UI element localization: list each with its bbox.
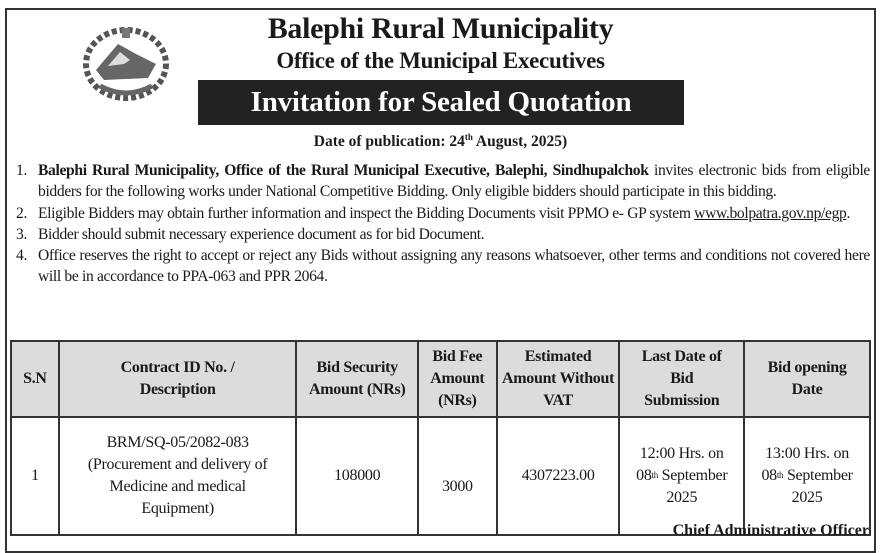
publication-date: Date of publication: 24th August, 2025) bbox=[0, 132, 881, 151]
day: 08 bbox=[636, 467, 652, 484]
cell-sn: 1 bbox=[10, 416, 60, 536]
year: 2025 bbox=[791, 489, 823, 506]
contract-description: (Procurement and delivery of Medicine an… bbox=[87, 456, 268, 517]
office-name: Office of the Municipal Executives bbox=[276, 48, 605, 73]
cell-bid-security: 108000 bbox=[295, 416, 419, 536]
year: 2025 bbox=[666, 489, 698, 506]
header-sn: S.N bbox=[10, 340, 60, 418]
nepal-emblem-icon bbox=[83, 27, 169, 101]
header-opening-date: Bid opening Date bbox=[743, 340, 871, 418]
list-item: 1. Balephi Rural Municipality, Office of … bbox=[16, 160, 870, 203]
header-bid-security: Bid Security Amount (NRs) bbox=[295, 340, 419, 418]
header-last-date-text: Last Date of Bid Submission bbox=[641, 348, 722, 409]
date-text-suffix: August, 2025) bbox=[472, 133, 568, 150]
item-text: Office reserves the right to accept or r… bbox=[38, 247, 870, 286]
item-text: Bidder should submit necessary experienc… bbox=[38, 225, 485, 243]
item-number: 3. bbox=[16, 225, 27, 243]
item-bold-text: Balephi Rural Municipality, Office of th… bbox=[38, 162, 649, 179]
list-item: 4. Office reserves the right to accept or… bbox=[16, 245, 870, 288]
list-item: 3. Bidder should submit necessary experie… bbox=[16, 224, 870, 245]
day: 08 bbox=[761, 467, 777, 484]
last-date-time: 12:00 Hrs. on bbox=[639, 445, 724, 462]
header-contract-text: Contract ID No. / Description bbox=[120, 359, 235, 398]
day-sup: th bbox=[776, 470, 784, 480]
municipality-name: Balephi Rural Municipality bbox=[267, 12, 614, 45]
egp-link[interactable]: www.bolpatra.gov.np/egp bbox=[694, 204, 847, 222]
header-contract: Contract ID No. / Description bbox=[57, 340, 298, 418]
date-sup: th bbox=[464, 132, 473, 142]
bid-table: S.N Contract ID No. / Description Bid Se… bbox=[10, 340, 871, 536]
table-row: 1 BRM/SQ-05/2082-083 (Procurement and del… bbox=[10, 416, 871, 536]
open-date-day: 08th September bbox=[747, 465, 867, 487]
header-opening-date-text: Bid opening Date bbox=[767, 359, 847, 398]
signature: Chief Administrative Officer bbox=[672, 522, 869, 539]
notice-items: 1. Balephi Rural Municipality, Office of … bbox=[16, 160, 870, 288]
header-bid-fee: Bid Fee Amount (NRs) bbox=[416, 340, 498, 418]
day-sup: th bbox=[651, 470, 659, 480]
item-text: . bbox=[846, 204, 851, 222]
item-number: 2. bbox=[16, 204, 27, 222]
notice-title: Invitation for Sealed Quotation bbox=[198, 80, 684, 125]
last-date-day: 08th September bbox=[622, 465, 741, 487]
cell-contract: BRM/SQ-05/2082-083 (Procurement and deliv… bbox=[57, 416, 298, 536]
month: September bbox=[783, 467, 853, 484]
header-estimated: Estimated Amount Without VAT bbox=[495, 340, 621, 418]
open-time: 13:00 Hrs. on bbox=[765, 445, 849, 462]
item-text: Eligible Bidders may obtain further info… bbox=[38, 204, 695, 222]
month: September bbox=[657, 467, 728, 484]
item-number: 1. bbox=[16, 162, 27, 179]
header-last-date: Last Date of Bid Submission bbox=[618, 340, 746, 418]
date-text: Date of publication: 24 bbox=[313, 133, 465, 150]
table-header-row: S.N Contract ID No. / Description Bid Se… bbox=[10, 340, 871, 418]
list-item: 2. Eligible Bidders may obtain further in… bbox=[16, 203, 870, 224]
cell-estimated: 4307223.00 bbox=[495, 416, 621, 536]
cell-bid-fee: 3000 bbox=[416, 416, 498, 536]
cell-opening-date: 13:00 Hrs. on 08th September 2025 bbox=[743, 416, 871, 536]
contract-id: BRM/SQ-05/2082-083 bbox=[106, 434, 249, 451]
item-text: invites electronic bids from eligible bi… bbox=[38, 162, 870, 201]
cell-last-date: 12:00 Hrs. on 08th September 2025 bbox=[618, 416, 746, 536]
item-number: 4. bbox=[16, 247, 27, 265]
